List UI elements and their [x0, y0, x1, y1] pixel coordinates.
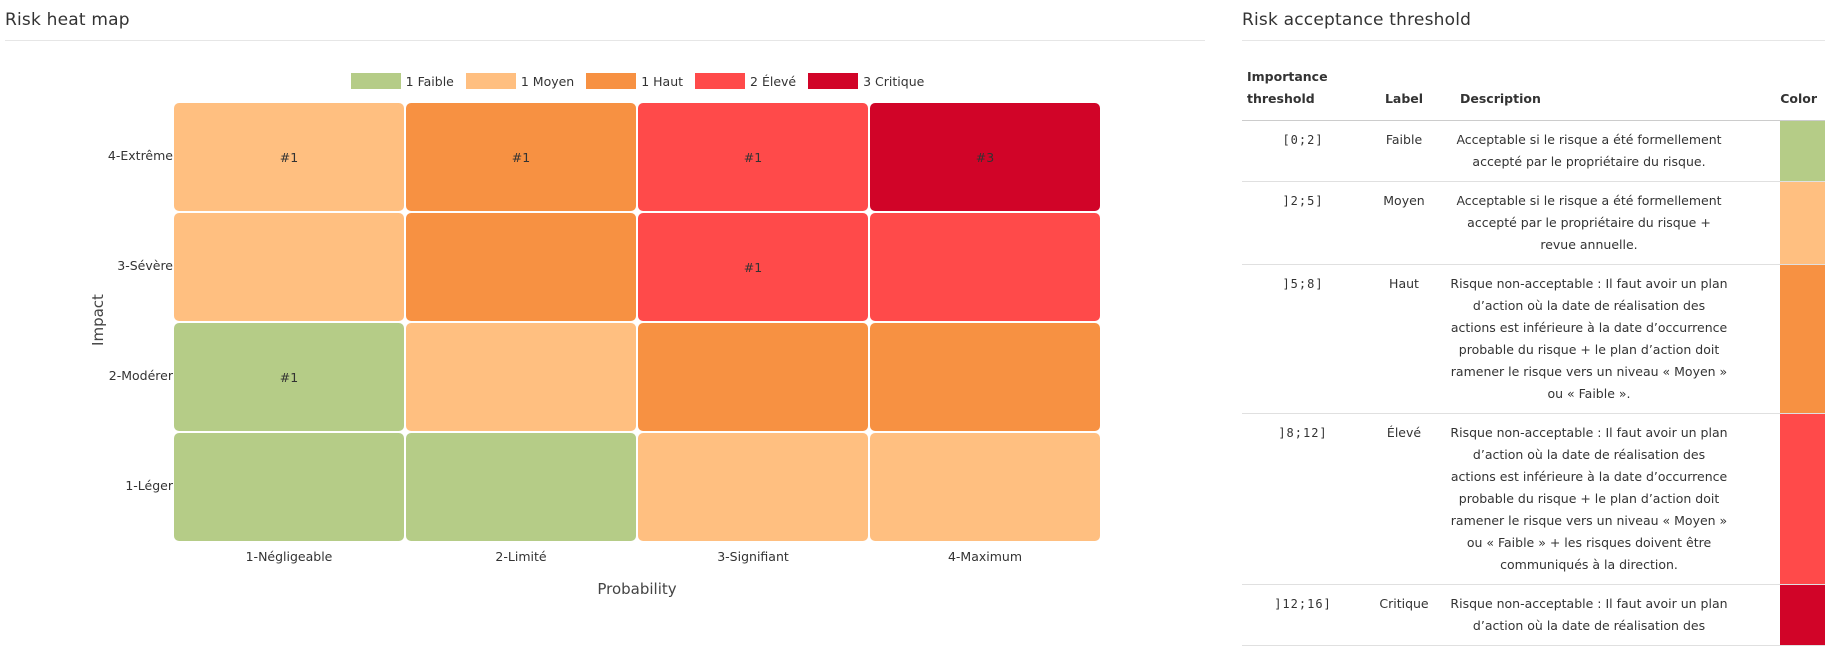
- legend-item[interactable]: 1 Faible: [350, 73, 454, 89]
- y-axis-label: Impact: [89, 294, 107, 346]
- legend-item[interactable]: 1 Moyen: [465, 73, 575, 89]
- threshold-description: Risque non-acceptable : Il faut avoir un…: [1444, 413, 1734, 585]
- cell-label: #3: [975, 149, 995, 165]
- legend-swatch: [465, 73, 516, 89]
- threshold-description: Acceptable si le risque a été formelleme…: [1444, 120, 1734, 182]
- risk-heatmap: 1 Faible 1 Moyen 1 Haut 2 Élevé 3 Critique #…: [89, 73, 1100, 598]
- legend-swatch: [586, 73, 637, 89]
- legend-item[interactable]: 2 Élevé: [695, 73, 796, 89]
- heatmap-cell[interactable]: [174, 433, 404, 541]
- y-tick-label: 2-Modérer: [108, 368, 173, 383]
- heatmap-cell[interactable]: [406, 323, 636, 431]
- threshold-color-cell: [1734, 264, 1825, 414]
- threshold-row: ]8;12] Élevé Risque non-acceptable : Il fa…: [1242, 413, 1825, 585]
- legend-item[interactable]: 3 Critique: [808, 73, 924, 89]
- heatmap-cell[interactable]: #1: [174, 323, 404, 431]
- heatmap-cell[interactable]: [638, 433, 868, 541]
- legend-swatch: [695, 73, 746, 89]
- threshold-label: Élevé: [1364, 413, 1444, 585]
- threshold-label: Haut: [1364, 264, 1444, 414]
- legend-swatch: [350, 73, 401, 89]
- header-description: Description: [1444, 60, 1734, 121]
- threshold-range: [0;2]: [1242, 120, 1364, 182]
- threshold-title-divider: [1242, 40, 1825, 41]
- cell-label: #1: [743, 149, 763, 165]
- legend-swatch: [808, 73, 859, 89]
- threshold-color-swatch: [1780, 585, 1825, 645]
- threshold-color-cell: [1734, 181, 1825, 265]
- heatmap-cell[interactable]: [870, 213, 1100, 321]
- threshold-range: ]5;8]: [1242, 264, 1364, 414]
- threshold-row: [0;2] Faible Acceptable si le risque a été…: [1242, 120, 1825, 182]
- heatmap-title-divider: [5, 40, 1205, 41]
- cell-label: #1: [511, 149, 531, 165]
- heatmap-cell[interactable]: #1: [406, 103, 636, 211]
- header-label: Label: [1364, 60, 1444, 121]
- threshold-description: Risque non-acceptable : Il faut avoir un…: [1444, 264, 1734, 414]
- header-threshold: Importance threshold: [1242, 60, 1364, 121]
- x-tick-label: 4-Maximum: [947, 549, 1023, 564]
- legend-item[interactable]: 1 Haut: [586, 73, 683, 89]
- chart-legend: 1 Faible 1 Moyen 1 Haut 2 Élevé 3 Critique: [0, 73, 1275, 89]
- heatmap-title: Risk heat map: [5, 10, 130, 30]
- threshold-description: Acceptable si le risque a été formelleme…: [1444, 181, 1734, 265]
- y-tick-label: 1-Léger: [125, 478, 173, 493]
- x-axis-label: Probability: [597, 580, 677, 598]
- threshold-table: Importance threshold Label Description C…: [1242, 60, 1825, 646]
- heatmap-cell[interactable]: [638, 323, 868, 431]
- heatmap-cell[interactable]: [174, 213, 404, 321]
- heatmap-cell[interactable]: [870, 323, 1100, 431]
- heatmap-cell[interactable]: #1: [638, 103, 868, 211]
- legend-label: 1 Faible: [405, 73, 454, 89]
- threshold-color-swatch: [1780, 414, 1825, 584]
- threshold-label: Faible: [1364, 120, 1444, 182]
- threshold-table-body: [0;2] Faible Acceptable si le risque a été…: [1242, 120, 1825, 646]
- threshold-row: ]5;8] Haut Risque non-acceptable : Il faut…: [1242, 264, 1825, 414]
- cell-label: #1: [279, 369, 299, 385]
- heatmap-cell[interactable]: #1: [174, 103, 404, 211]
- legend-label: 1 Moyen: [520, 73, 575, 89]
- threshold-range: ]12;16]: [1242, 584, 1364, 646]
- threshold-color-swatch: [1780, 182, 1825, 264]
- heatmap-cell[interactable]: [406, 433, 636, 541]
- cell-label: #1: [743, 259, 763, 275]
- threshold-title: Risk acceptance threshold: [1242, 10, 1472, 30]
- threshold-color-swatch: [1780, 121, 1825, 181]
- threshold-color-cell: [1734, 413, 1825, 585]
- heatmap-cell[interactable]: #1: [638, 213, 868, 321]
- heatmap-cell[interactable]: [406, 213, 636, 321]
- legend-label: 1 Haut: [641, 73, 684, 89]
- legend-label: 3 Critique: [863, 73, 925, 89]
- cell-label: #1: [279, 149, 299, 165]
- threshold-row: ]2;5] Moyen Acceptable si le risque a été …: [1242, 181, 1825, 265]
- y-tick-label: 4-Extrême: [107, 148, 173, 163]
- threshold-range: ]8;12]: [1242, 413, 1364, 585]
- x-tick-label: 2-Limité: [495, 549, 547, 564]
- heatmap-cell[interactable]: [870, 433, 1100, 541]
- threshold-range: ]2;5]: [1242, 181, 1364, 265]
- threshold-color-cell: [1734, 120, 1825, 182]
- threshold-row: ]12;16] Critique Risque non-acceptable : I…: [1242, 584, 1825, 646]
- threshold-label: Moyen: [1364, 181, 1444, 265]
- threshold-color-cell: [1734, 584, 1825, 646]
- threshold-description: Risque non-acceptable : Il faut avoir un…: [1444, 584, 1734, 646]
- threshold-table-header: Importance threshold Label Description C…: [1242, 60, 1825, 121]
- threshold-color-swatch: [1780, 265, 1825, 413]
- header-color: Color: [1734, 60, 1825, 121]
- x-tick-label: 3-Signifiant: [717, 549, 789, 564]
- heatmap-cell[interactable]: #3: [870, 103, 1100, 211]
- x-tick-label: 1-Négligeable: [245, 549, 333, 564]
- threshold-label: Critique: [1364, 584, 1444, 646]
- y-tick-label: 3-Sévère: [117, 258, 173, 273]
- legend-label: 2 Élevé: [750, 73, 797, 89]
